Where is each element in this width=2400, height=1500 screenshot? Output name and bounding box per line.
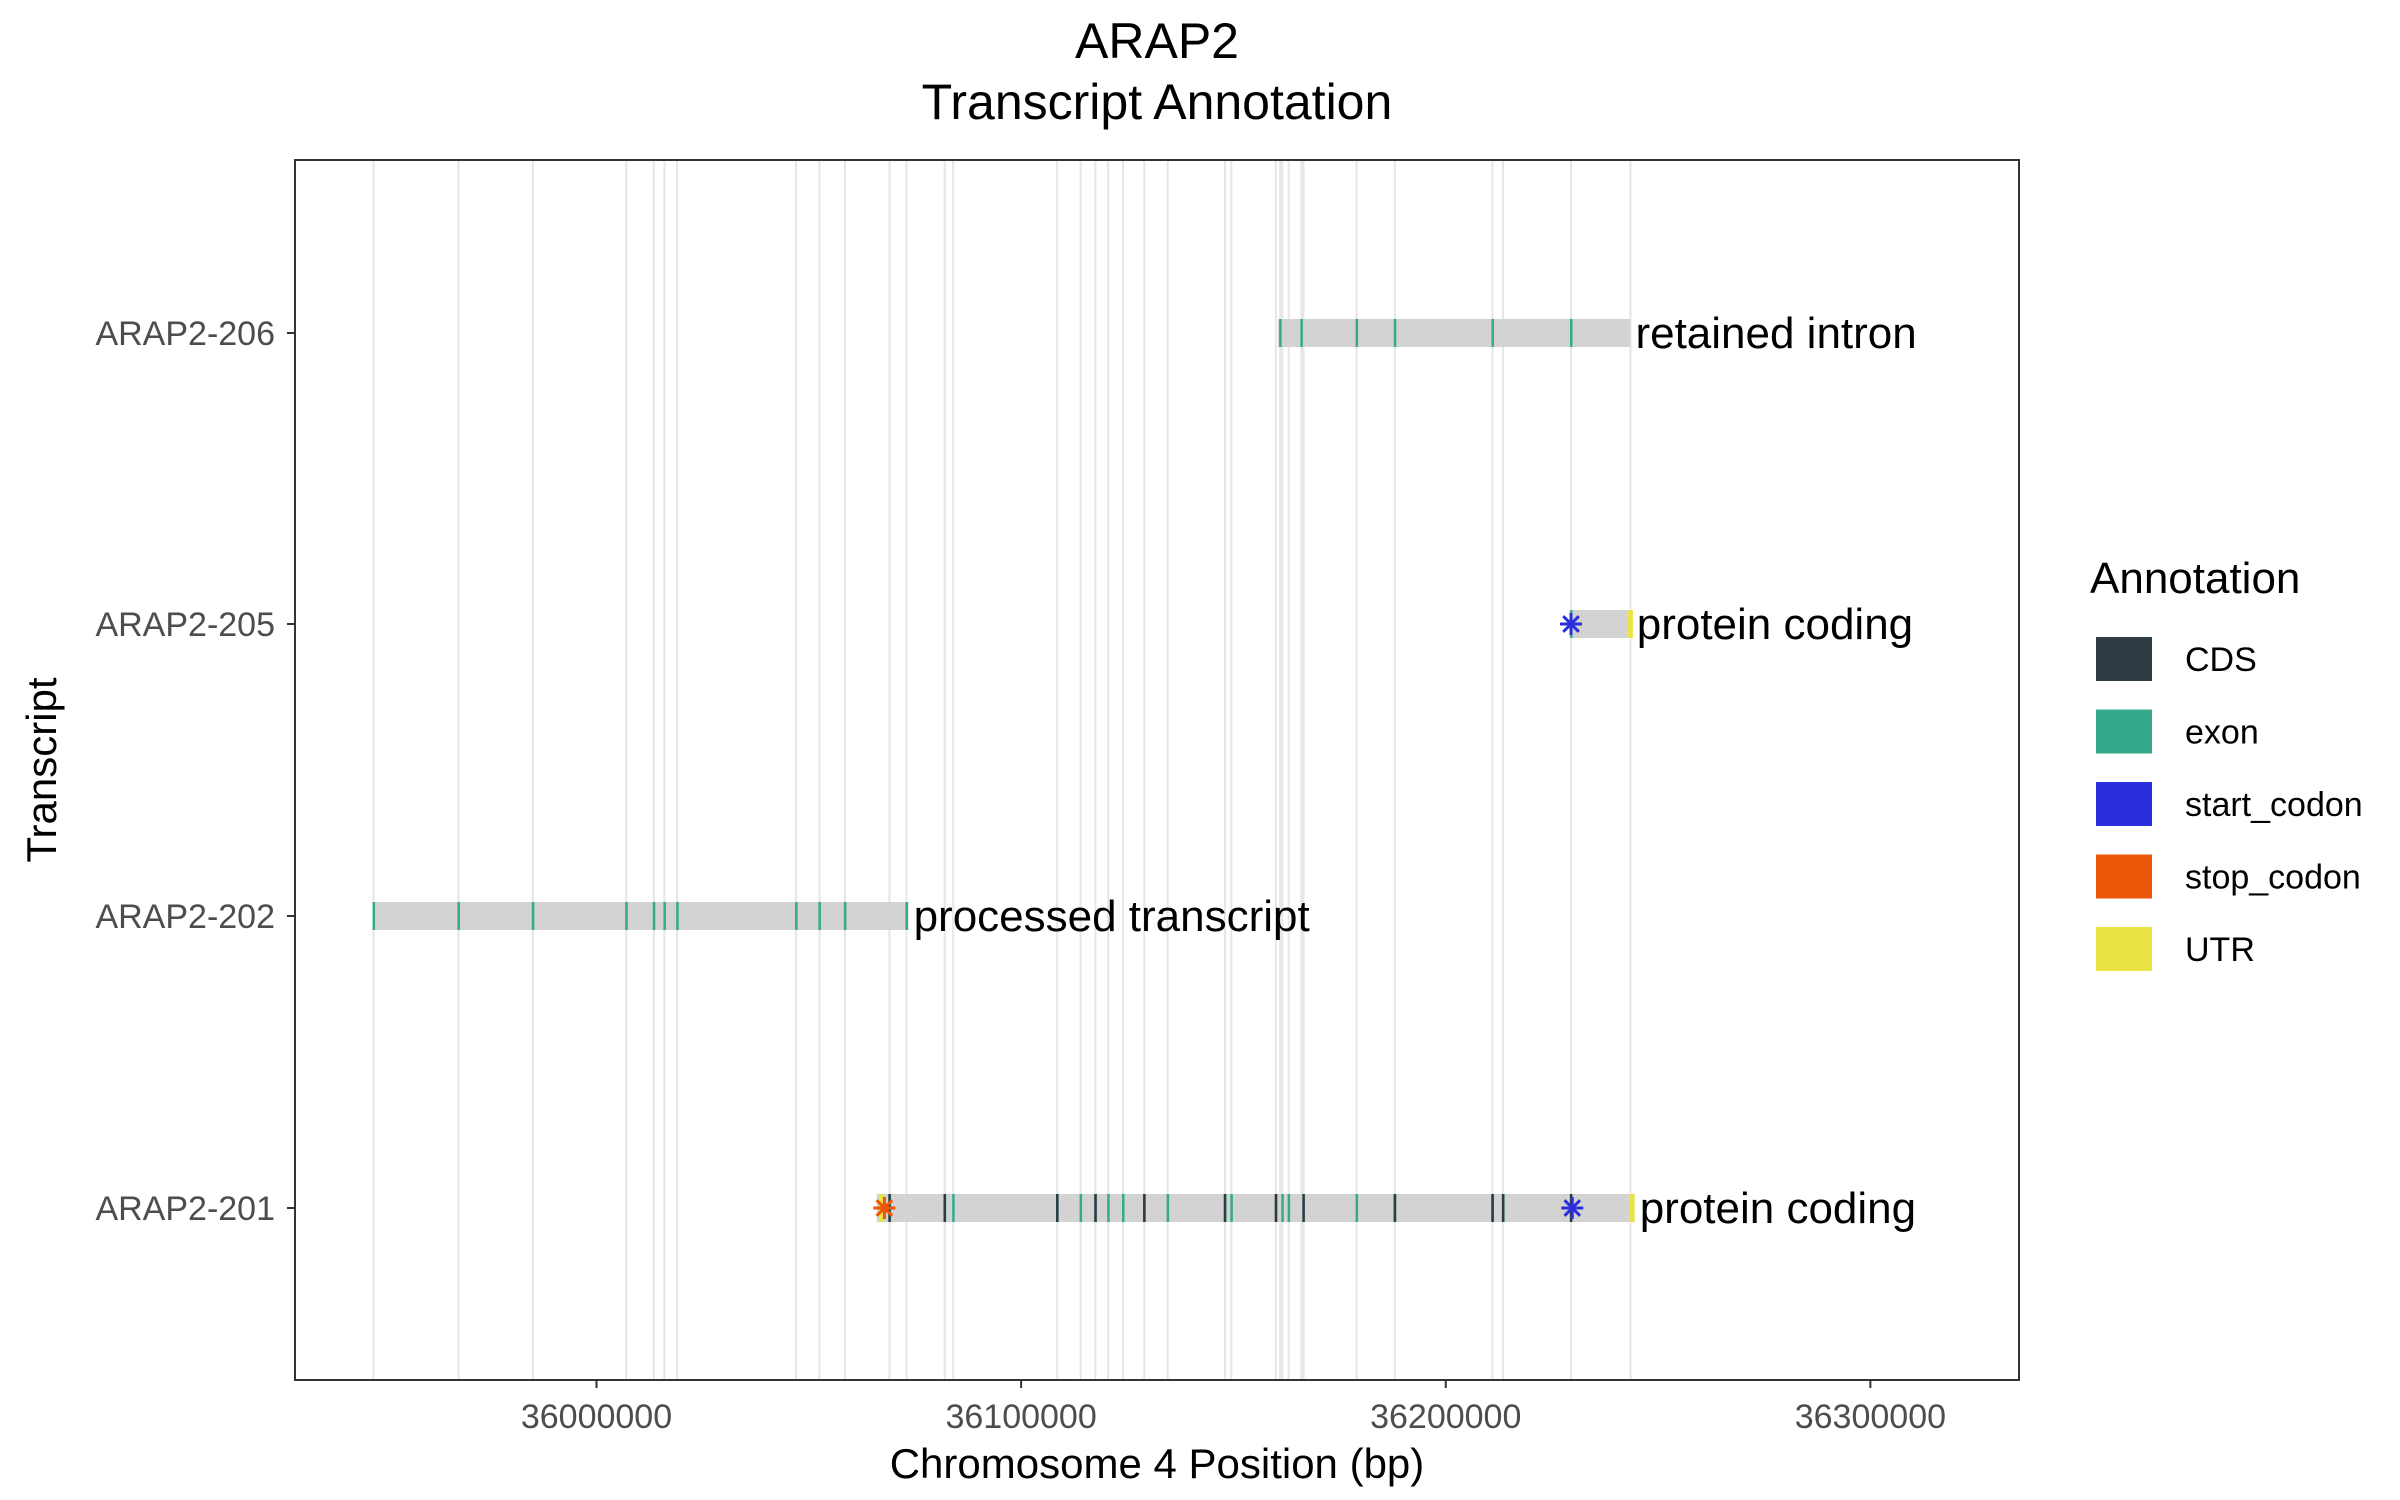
biotype-label: processed transcript xyxy=(914,892,1310,941)
legend-swatch xyxy=(2096,782,2152,826)
exon-mark xyxy=(1300,319,1303,347)
exon-mark xyxy=(1570,319,1573,347)
exon-mark xyxy=(1287,1194,1291,1222)
transcript-bar xyxy=(373,902,909,930)
biotype-label: retained intron xyxy=(1635,309,1916,358)
biotype-label: protein coding xyxy=(1637,600,1913,649)
chart-subtitle: Transcript Annotation xyxy=(922,74,1393,130)
y-axis-label: Transcript xyxy=(18,677,65,862)
y-tick-label: ARAP2-206 xyxy=(95,315,275,353)
cds-mark xyxy=(1393,1194,1397,1222)
exon-mark xyxy=(1355,1194,1359,1222)
legend-label: stop_codon xyxy=(2185,859,2361,897)
exon-mark xyxy=(663,902,666,930)
exon-mark xyxy=(1166,1194,1170,1222)
y-tick-label: ARAP2-205 xyxy=(95,606,275,644)
exon-mark xyxy=(1079,1194,1083,1222)
exon-mark xyxy=(1393,319,1397,347)
legend-swatch xyxy=(2096,927,2152,971)
start-codon-mark-stroke xyxy=(1563,1199,1582,1217)
cds-mark xyxy=(1056,1194,1059,1222)
cds-mark xyxy=(1094,1194,1097,1222)
gridlines xyxy=(372,160,1632,1380)
legend-swatch xyxy=(2096,637,2152,681)
legend-label: start_codon xyxy=(2185,786,2363,824)
transcript-bars xyxy=(373,319,1635,1222)
utr-mark xyxy=(1627,610,1633,638)
x-tick-label: 36300000 xyxy=(1795,1398,1946,1436)
transcript-bar xyxy=(876,1194,1635,1222)
legend-title: Annotation xyxy=(2090,554,2300,603)
cds-mark xyxy=(1501,1194,1505,1222)
exon-mark xyxy=(843,902,847,930)
legend-label: CDS xyxy=(2185,641,2257,679)
exon-mark xyxy=(372,902,376,930)
x-tick-label: 36000000 xyxy=(521,1398,672,1436)
exon-mark xyxy=(625,902,628,930)
biotype-label: protein coding xyxy=(1640,1184,1916,1233)
exon-mark xyxy=(1122,1194,1125,1222)
y-axis: ARAP2-206 ARAP2-205 ARAP2-202 ARAP2-201 xyxy=(95,315,295,1228)
exon-mark xyxy=(531,902,535,930)
exon-mark xyxy=(952,1194,955,1222)
exon-mark xyxy=(1281,1194,1284,1222)
annotation-marks: retained intron protein coding processed t… xyxy=(372,309,1917,1233)
cds-mark xyxy=(1274,1194,1278,1222)
exon-mark xyxy=(905,902,908,930)
transcript-bar xyxy=(1278,319,1631,347)
exon-mark xyxy=(457,902,460,930)
exon-mark xyxy=(795,902,798,930)
x-axis-label: Chromosome 4 Position (bp) xyxy=(890,1440,1425,1487)
legend: Annotation CDS exon start_codon stop_codon UT… xyxy=(2090,554,2363,971)
y-tick-label: ARAP2-202 xyxy=(95,898,275,936)
cds-mark xyxy=(1223,1194,1227,1222)
legend-swatch xyxy=(2096,854,2152,899)
cds-mark xyxy=(943,1194,946,1222)
legend-label: exon xyxy=(2185,714,2259,752)
exon-mark xyxy=(1230,1194,1233,1222)
exon-mark xyxy=(818,902,821,930)
legend-label: UTR xyxy=(2185,931,2255,969)
y-tick-label: ARAP2-201 xyxy=(95,1190,275,1228)
start-codon-mark xyxy=(1560,613,1583,635)
exon-mark xyxy=(1491,319,1494,347)
x-axis: 36000000 36100000 36200000 36300000 xyxy=(521,1380,1946,1436)
exon-mark xyxy=(676,902,679,930)
x-tick-label: 36200000 xyxy=(1370,1398,1521,1436)
start-codon-mark xyxy=(1561,1197,1584,1219)
x-tick-label: 36100000 xyxy=(945,1398,1096,1436)
utr-mark xyxy=(1629,1194,1635,1222)
chart-title: ARAP2 xyxy=(1075,13,1239,69)
cds-mark xyxy=(1302,1194,1305,1222)
start-codon-mark-stroke xyxy=(1562,615,1580,633)
stop-codon-mark-stroke xyxy=(875,1199,894,1217)
cds-mark xyxy=(1143,1194,1146,1222)
exon-mark xyxy=(1279,319,1282,347)
exon-mark xyxy=(1107,1194,1110,1222)
legend-swatch xyxy=(2096,709,2152,754)
plot-panel-border xyxy=(294,159,2020,1381)
stop-codon-mark xyxy=(873,1197,896,1219)
exon-mark xyxy=(652,902,656,930)
cds-mark xyxy=(1491,1194,1494,1222)
exon-mark xyxy=(1355,319,1359,347)
